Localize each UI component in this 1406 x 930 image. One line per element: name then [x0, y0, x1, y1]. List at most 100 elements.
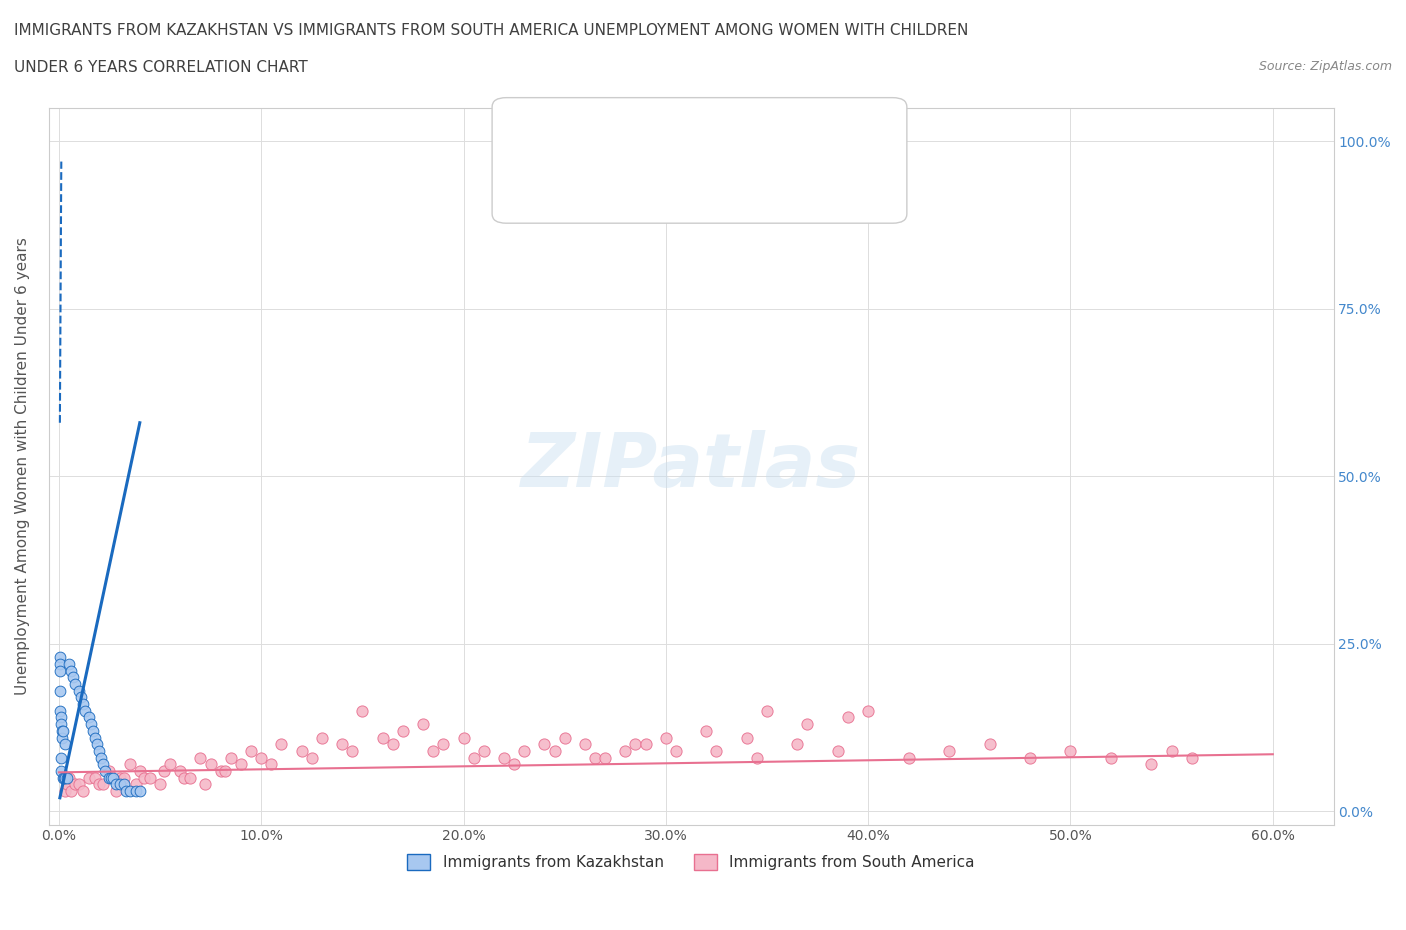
Legend: Immigrants from Kazakhstan, Immigrants from South America: Immigrants from Kazakhstan, Immigrants f… [399, 846, 983, 878]
Point [301, 751, 323, 765]
Point [114, 784, 136, 799]
Point [193, 777, 215, 791]
Point [52, 724, 75, 738]
Point [583, 751, 606, 765]
Point [153, 764, 176, 778]
Point [745, 751, 768, 765]
Point [614, 743, 637, 758]
Point [90, 751, 112, 765]
Point [60, 663, 83, 678]
Point [827, 743, 849, 758]
Point [139, 770, 162, 785]
Text: UNDER 6 YEARS CORRELATION CHART: UNDER 6 YEARS CORRELATION CHART [14, 60, 308, 75]
Point [453, 730, 475, 745]
Point [118, 784, 141, 799]
Point [58, 657, 80, 671]
Point [311, 730, 333, 745]
Point [49, 684, 72, 698]
Point [62, 670, 84, 684]
Point [330, 737, 353, 751]
Point [80, 717, 103, 732]
Point [1140, 757, 1163, 772]
Point [250, 751, 273, 765]
Point [240, 743, 263, 758]
Point [93, 757, 115, 772]
Point [84, 770, 107, 785]
Text: R = 0.826   N = 44: R = 0.826 N = 44 [555, 107, 740, 126]
Point [49, 764, 72, 778]
Point [837, 710, 859, 724]
Point [856, 703, 879, 718]
Point [56, 770, 79, 785]
Point [796, 717, 818, 732]
Point [190, 751, 212, 765]
Point [432, 737, 454, 751]
Point [463, 751, 485, 765]
Point [695, 724, 717, 738]
Point [49, 650, 72, 665]
Point [94, 764, 117, 778]
Point [593, 751, 616, 765]
Point [82, 724, 104, 738]
Point [52, 770, 75, 785]
Point [381, 737, 404, 751]
Point [53, 770, 76, 785]
Point [72, 697, 94, 711]
Point [1019, 751, 1042, 765]
Point [371, 730, 394, 745]
Point [108, 777, 131, 791]
Point [391, 724, 413, 738]
Point [89, 777, 111, 791]
Point [938, 743, 960, 758]
Point [100, 770, 122, 785]
Point [89, 743, 111, 758]
Point [219, 751, 242, 765]
Point [52, 770, 75, 785]
Point [72, 784, 94, 799]
Point [149, 777, 172, 791]
Point [229, 757, 252, 772]
Point [70, 690, 93, 705]
Point [63, 676, 86, 691]
Point [574, 737, 596, 751]
Point [209, 764, 232, 778]
Point [412, 717, 434, 732]
Point [513, 743, 536, 758]
Point [214, 764, 236, 778]
Point [104, 777, 127, 791]
Point [56, 777, 79, 791]
Point [533, 737, 555, 751]
Point [979, 737, 1001, 751]
Point [291, 743, 314, 758]
Point [735, 730, 758, 745]
Point [93, 777, 115, 791]
Point [63, 777, 86, 791]
Point [472, 743, 495, 758]
Point [169, 764, 191, 778]
Point [422, 743, 444, 758]
Point [86, 737, 108, 751]
Text: R = 0.035   N = 85: R = 0.035 N = 85 [555, 161, 740, 179]
Point [75, 703, 97, 718]
Point [706, 743, 728, 758]
Point [260, 757, 283, 772]
Point [132, 770, 155, 785]
Point [159, 757, 181, 772]
Point [53, 737, 76, 751]
Point [655, 730, 678, 745]
Point [49, 751, 72, 765]
Point [49, 657, 72, 671]
Point [352, 703, 374, 718]
Point [665, 743, 688, 758]
Point [1181, 751, 1204, 765]
Point [634, 737, 657, 751]
Point [77, 710, 100, 724]
Point [112, 770, 135, 785]
Point [104, 784, 127, 799]
Point [58, 770, 80, 785]
Point [84, 730, 107, 745]
Point [200, 757, 222, 772]
Point [1059, 743, 1081, 758]
Point [49, 703, 72, 718]
Point [108, 770, 131, 785]
